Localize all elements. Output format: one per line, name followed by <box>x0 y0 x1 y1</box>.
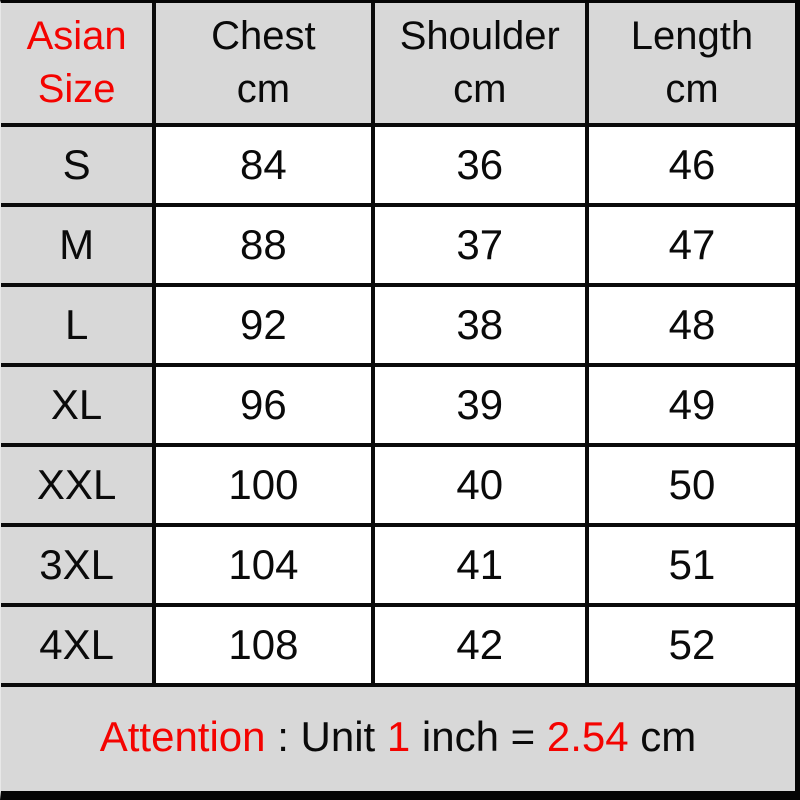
header-length-line2: cm <box>665 67 719 111</box>
header-cell-asian-size: Asian Size <box>1 3 157 127</box>
header-chest-line2: cm <box>236 67 291 111</box>
table-row-m: M 88 37 47 <box>1 203 795 287</box>
header-chest-line1: Chest <box>211 14 316 59</box>
header-cell-chest: Chest cm <box>152 3 375 127</box>
length-cell: 52 <box>584 603 795 687</box>
chest-cell: 92 <box>152 283 375 367</box>
size-cell: XXL <box>1 443 157 527</box>
size-cell: M <box>1 203 157 287</box>
size-cell: L <box>1 283 157 367</box>
attention-value-2: 2.54 <box>546 713 629 760</box>
size-cell: XL <box>1 363 157 447</box>
table-row-3xl: 3XL 104 41 51 <box>1 523 795 607</box>
table-row-xl: XL 96 39 49 <box>1 363 795 447</box>
shoulder-cell: 37 <box>370 203 589 287</box>
chest-cell: 100 <box>152 443 375 527</box>
shoulder-cell: 36 <box>370 123 589 207</box>
header-shoulder-line2: cm <box>453 67 507 111</box>
header-asian-size-line2: Size <box>37 67 116 111</box>
chest-cell: 96 <box>152 363 375 447</box>
length-cell: 50 <box>584 443 795 527</box>
attention-text-2: inch = <box>410 713 547 760</box>
table-row-4xl: 4XL 108 42 52 <box>1 603 795 687</box>
attention-value-1: 1 <box>386 713 411 760</box>
shoulder-cell: 40 <box>370 443 589 527</box>
size-cell: 3XL <box>1 523 157 607</box>
table-row-s: S 84 36 46 <box>1 123 795 207</box>
chest-cell: 104 <box>152 523 375 607</box>
attention-label: Attention <box>99 713 266 760</box>
size-cell: 4XL <box>1 603 157 687</box>
size-cell: S <box>1 123 157 207</box>
chest-cell: 88 <box>152 203 375 287</box>
length-cell: 46 <box>584 123 795 207</box>
attention-text-3: cm <box>628 713 697 760</box>
length-cell: 47 <box>584 203 795 287</box>
chest-cell: 84 <box>152 123 375 207</box>
header-cell-length: Length cm <box>584 3 795 127</box>
header-row: Asian Size Chest cm Shoulder cm Length c… <box>1 3 795 127</box>
length-cell: 48 <box>584 283 795 367</box>
shoulder-cell: 42 <box>370 603 589 687</box>
shoulder-cell: 39 <box>370 363 589 447</box>
header-cell-shoulder: Shoulder cm <box>370 3 589 127</box>
attention-text: : Unit <box>265 713 387 760</box>
header-shoulder-line1: Shoulder <box>399 14 560 59</box>
length-cell: 49 <box>584 363 795 447</box>
size-chart-table: Asian Size Chest cm Shoulder cm Length c… <box>1 3 795 687</box>
shoulder-cell: 41 <box>370 523 589 607</box>
attention-note: Attention : Unit 1 inch = 2.54 cm <box>1 687 795 791</box>
shoulder-cell: 38 <box>370 283 589 367</box>
table-row-l: L 92 38 48 <box>1 283 795 367</box>
chest-cell: 108 <box>152 603 375 687</box>
header-asian-size-line1: Asian <box>26 14 127 59</box>
header-length-line1: Length <box>630 14 754 59</box>
length-cell: 51 <box>584 523 795 607</box>
table-row-xxl: XXL 100 40 50 <box>1 443 795 527</box>
